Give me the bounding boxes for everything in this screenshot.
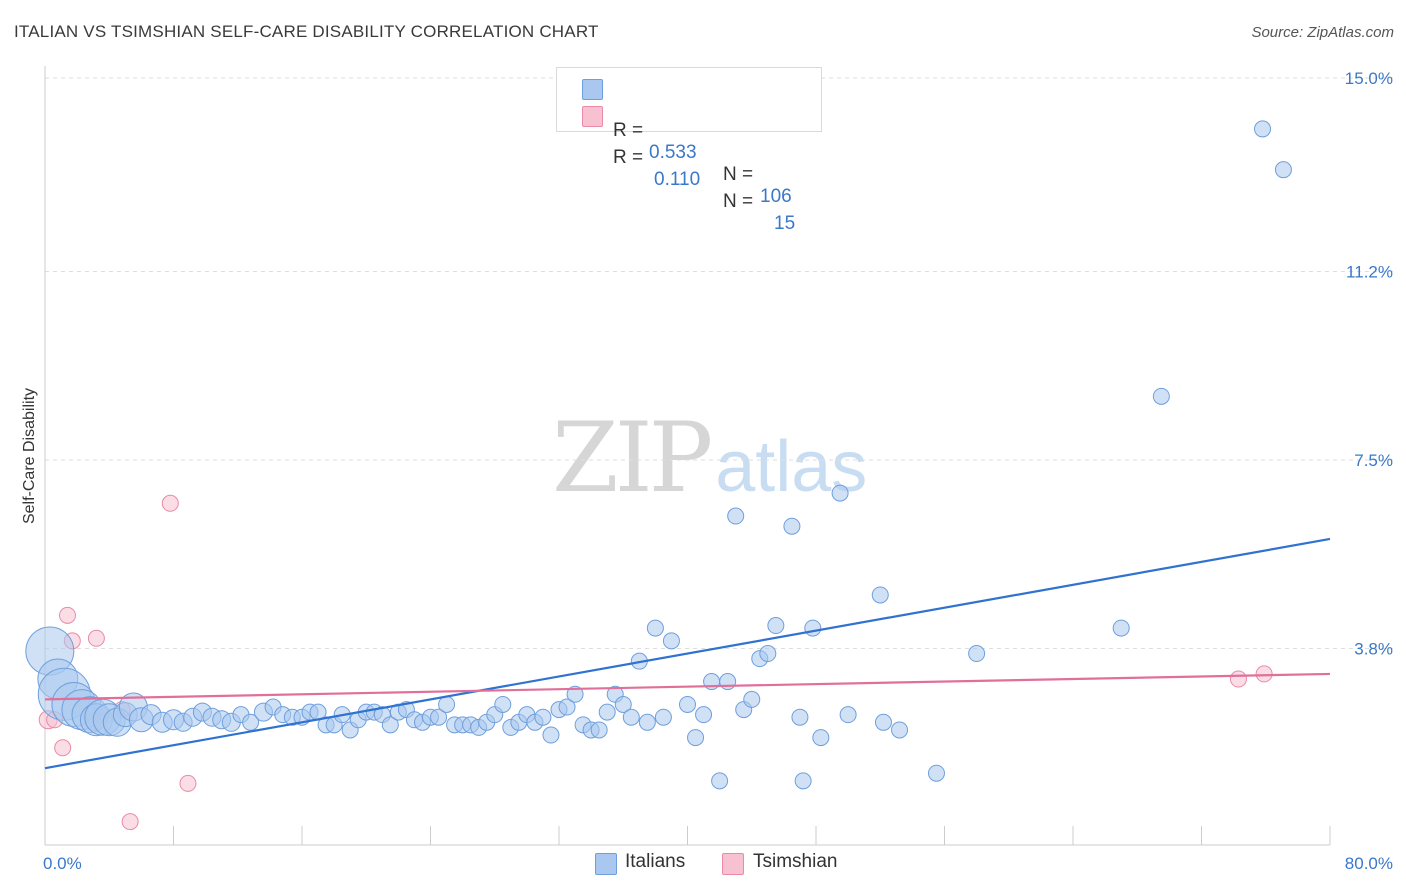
italians-legend-icon <box>595 853 617 875</box>
tsimshian-r-value: 0.110 <box>654 169 701 190</box>
italians-point <box>727 507 745 525</box>
italians-point <box>654 708 672 726</box>
watermark-zip: ZIP <box>552 402 713 514</box>
trend-lines <box>44 537 1331 770</box>
tsimshian-legend-label: Tsimshian <box>753 851 838 872</box>
italians-point <box>590 721 608 739</box>
italians-point <box>622 708 640 726</box>
y-tick-label: 15.0% <box>1345 69 1393 88</box>
legend-row-italians: R = 0.533 N = 106 <box>582 76 792 207</box>
italians-point <box>711 772 729 790</box>
italians-point <box>871 586 889 604</box>
tsimshian-point <box>121 813 139 831</box>
italians-point <box>794 772 812 790</box>
italians-point <box>687 729 705 747</box>
italians-n-value: 106 <box>760 186 792 207</box>
italians-r-label: R = <box>613 120 649 141</box>
tsimshian-point <box>161 494 179 512</box>
chart-title: ITALIAN VS TSIMSHIAN SELF-CARE DISABILIT… <box>14 22 599 41</box>
italians-point <box>558 698 576 716</box>
tsimshian-point <box>1229 670 1247 688</box>
italians-legend-label: Italians <box>625 851 686 872</box>
italians-trend-line <box>44 537 1331 770</box>
tick-labels: 3.8% 7.5% 11.2% 15.0% 0.0% 80.0% <box>43 69 1393 873</box>
italians-point <box>831 484 849 502</box>
tsimshian-point <box>1255 665 1273 683</box>
y-tick-label: 3.8% <box>1354 639 1393 658</box>
source-note: Source: ZipAtlas.com <box>1251 24 1394 41</box>
italians-point <box>1254 120 1272 138</box>
tsimshian-swatch-icon <box>582 106 603 127</box>
italians-point <box>783 517 801 535</box>
italians-point <box>679 695 696 713</box>
y-tick-label: 7.5% <box>1354 451 1393 470</box>
italians-point <box>614 695 632 713</box>
italians-point <box>759 645 777 663</box>
italians-swatch-icon <box>582 79 603 100</box>
tsimshian-legend-icon <box>722 853 744 875</box>
italians-point <box>968 645 986 663</box>
italians-point <box>891 721 909 739</box>
tsimshian-trend-line <box>44 672 1331 701</box>
italians-point <box>839 706 857 724</box>
italians-point <box>1274 161 1292 179</box>
tsimshian-point <box>179 774 197 792</box>
italians-point <box>695 706 713 724</box>
italians-point <box>566 685 584 703</box>
tsimshian-point <box>54 739 72 757</box>
italians-points <box>25 120 1292 790</box>
tsimshian-r-label: R = <box>613 147 649 168</box>
italians-point <box>767 617 785 635</box>
italians-point <box>598 703 616 721</box>
italians-n-label: N = <box>723 164 759 185</box>
x-tick-label: 80.0% <box>1345 854 1393 873</box>
italians-point <box>430 708 448 726</box>
italians-point <box>646 619 664 637</box>
tsimshian-points <box>38 494 1273 831</box>
italians-point <box>1152 387 1170 405</box>
italians-point <box>874 713 892 731</box>
italians-point <box>542 726 560 744</box>
italians-point <box>381 716 399 734</box>
tsimshian-n-value: 15 <box>774 213 796 234</box>
italians-point <box>494 695 512 713</box>
tsimshian-point <box>58 606 76 624</box>
x-tick-label: 0.0% <box>43 854 82 873</box>
italians-point <box>662 632 680 650</box>
italians-point <box>438 695 456 713</box>
y-axis-label: Self-Care Disability <box>21 388 38 524</box>
italians-point <box>1112 619 1130 637</box>
italians-point <box>719 673 737 691</box>
italians-point <box>242 713 260 731</box>
italians-point <box>534 708 552 726</box>
italians-point <box>791 708 809 726</box>
watermark: ZIPatlas <box>552 402 867 514</box>
correlation-legend: R = 0.533 N = 106 R = 0.110 N = 15 <box>556 67 822 234</box>
italians-point <box>927 764 945 782</box>
italians-r-value: 0.533 <box>649 142 697 163</box>
italians-point <box>638 713 656 731</box>
legend-row-tsimshian: R = 0.110 N = 15 <box>582 103 795 234</box>
y-tick-label: 11.2% <box>1346 263 1393 282</box>
italians-point <box>743 690 761 708</box>
italians-point <box>804 619 822 637</box>
tsimshian-point <box>87 629 105 647</box>
tsimshian-n-label: N = <box>723 191 759 212</box>
italians-point <box>812 729 830 747</box>
